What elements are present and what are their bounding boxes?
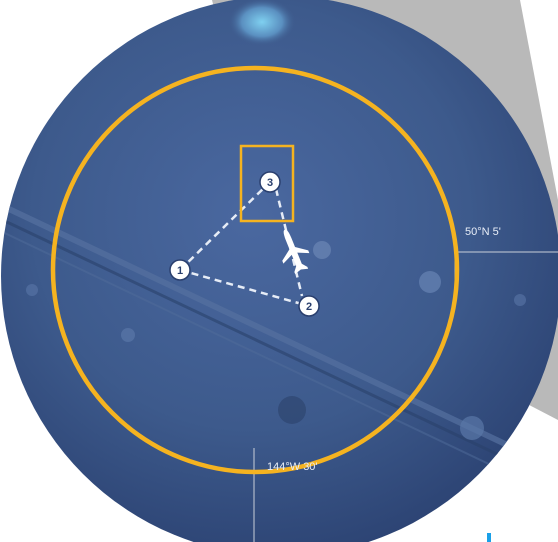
waypoint-3-label: 3 <box>267 177 273 189</box>
waypoint-3[interactable]: 3 <box>259 171 281 193</box>
waypoint-2[interactable]: 2 <box>298 295 320 317</box>
latitude-label: 50°N 5' <box>465 226 501 238</box>
waypoint-1[interactable]: 1 <box>169 259 191 281</box>
waypoint-2-label: 2 <box>306 301 312 313</box>
aircraft-icon <box>282 229 310 274</box>
marker-tick <box>487 533 491 542</box>
highlight-box <box>239 144 295 223</box>
search-area-ring <box>50 65 460 475</box>
waypoint-1-label: 1 <box>177 265 183 277</box>
route-lines <box>179 181 310 308</box>
longitude-label: 144°W 30' <box>267 461 318 473</box>
